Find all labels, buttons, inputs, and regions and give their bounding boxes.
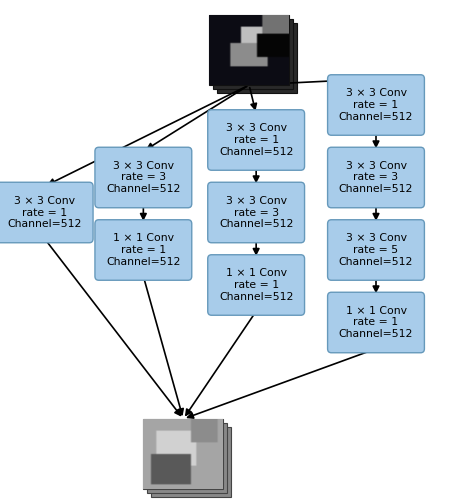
Text: 3 × 3 Conv
rate = 1
Channel=512: 3 × 3 Conv rate = 1 Channel=512 xyxy=(339,88,413,122)
FancyBboxPatch shape xyxy=(0,182,93,243)
FancyBboxPatch shape xyxy=(328,147,424,208)
FancyBboxPatch shape xyxy=(217,23,297,93)
Text: 3 × 3 Conv
rate = 3
Channel=512: 3 × 3 Conv rate = 3 Channel=512 xyxy=(339,161,413,194)
FancyBboxPatch shape xyxy=(208,110,305,170)
FancyBboxPatch shape xyxy=(328,74,424,135)
Text: 3 × 3 Conv
rate = 1
Channel=512: 3 × 3 Conv rate = 1 Channel=512 xyxy=(219,124,293,156)
FancyBboxPatch shape xyxy=(328,292,424,352)
FancyBboxPatch shape xyxy=(208,255,305,316)
FancyBboxPatch shape xyxy=(209,15,289,85)
FancyBboxPatch shape xyxy=(95,147,192,208)
FancyBboxPatch shape xyxy=(208,182,305,243)
FancyBboxPatch shape xyxy=(328,220,424,280)
Text: 1 × 1 Conv
rate = 1
Channel=512: 1 × 1 Conv rate = 1 Channel=512 xyxy=(219,268,293,302)
Text: 3 × 3 Conv
rate = 1
Channel=512: 3 × 3 Conv rate = 1 Channel=512 xyxy=(8,196,82,229)
Text: 3 × 3 Conv
rate = 3
Channel=512: 3 × 3 Conv rate = 3 Channel=512 xyxy=(106,161,180,194)
Text: 1 × 1 Conv
rate = 1
Channel=512: 1 × 1 Conv rate = 1 Channel=512 xyxy=(339,306,413,339)
Text: 1 × 1 Conv
rate = 1
Channel=512: 1 × 1 Conv rate = 1 Channel=512 xyxy=(106,234,180,266)
FancyBboxPatch shape xyxy=(213,19,293,89)
FancyBboxPatch shape xyxy=(147,423,227,493)
FancyBboxPatch shape xyxy=(151,427,231,497)
FancyBboxPatch shape xyxy=(143,419,223,489)
Text: 3 × 3 Conv
rate = 3
Channel=512: 3 × 3 Conv rate = 3 Channel=512 xyxy=(219,196,293,229)
FancyBboxPatch shape xyxy=(95,220,192,280)
Text: 3 × 3 Conv
rate = 5
Channel=512: 3 × 3 Conv rate = 5 Channel=512 xyxy=(339,234,413,266)
